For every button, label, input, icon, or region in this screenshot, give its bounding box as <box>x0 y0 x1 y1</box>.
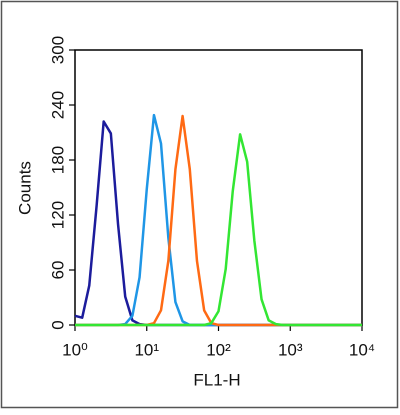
y-axis-label: Counts <box>15 161 34 215</box>
x-tick-label: 10⁴ <box>349 340 375 359</box>
series-line <box>75 133 362 327</box>
series-line <box>74 120 362 327</box>
y-tick-label: 120 <box>48 201 67 229</box>
y-tick-label: 180 <box>48 146 67 174</box>
y-tick-label: 240 <box>48 91 67 119</box>
y-tick-label: 300 <box>48 36 67 64</box>
x-axis-label: FL1-H <box>193 370 240 389</box>
x-tick-label: 10¹ <box>134 340 159 359</box>
x-tick-label: 10⁰ <box>62 340 88 359</box>
y-tick-label: 60 <box>48 261 67 280</box>
y-tick-label: 0 <box>48 320 67 329</box>
x-tick-label: 10³ <box>278 340 303 359</box>
x-tick-label: 10² <box>206 340 231 359</box>
plot-area <box>74 49 363 326</box>
